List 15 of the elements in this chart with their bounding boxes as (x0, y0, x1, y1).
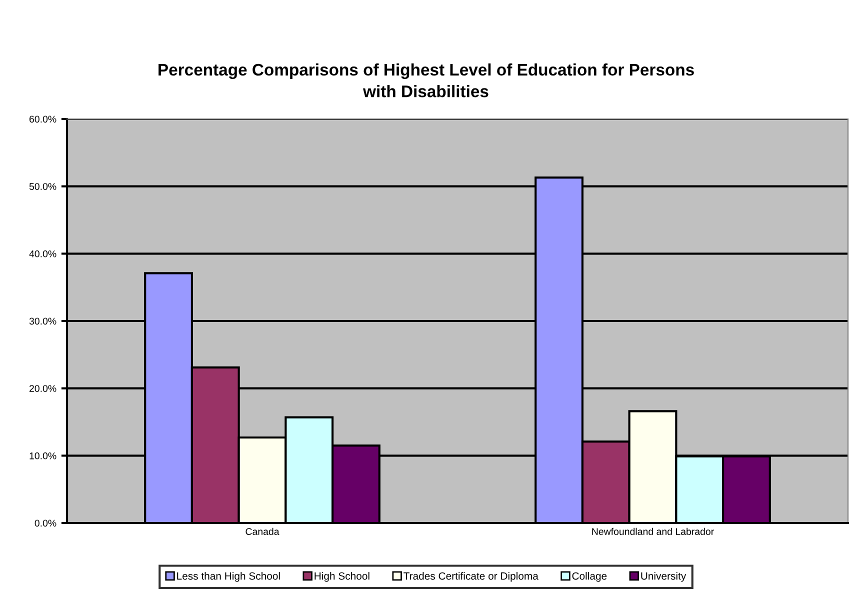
y-tick-label: 50.0% (29, 183, 56, 190)
legend-label: High School (314, 572, 370, 582)
legend-label: University (641, 572, 686, 582)
chart-title: Percentage Comparisons of Highest Level of Education for Persons with Disabilities (158, 63, 694, 98)
y-tick-label: 30.0% (29, 318, 56, 325)
legend-label: Collage (572, 572, 607, 582)
x-tick-label: Canada (246, 528, 280, 535)
y-tick-label: 10.0% (30, 452, 56, 460)
x-tick-label: Newfoundland and Labrador (592, 528, 714, 535)
y-tick-label: 0.0% (34, 520, 56, 527)
y-tick-label: 20.0% (30, 385, 56, 392)
legend-label: Less than High School (177, 572, 280, 582)
y-tick-label: 60.0% (30, 116, 56, 123)
y-tick-label: 40.0% (29, 250, 56, 258)
legend-label: Trades Certificate or Diploma (404, 572, 538, 582)
